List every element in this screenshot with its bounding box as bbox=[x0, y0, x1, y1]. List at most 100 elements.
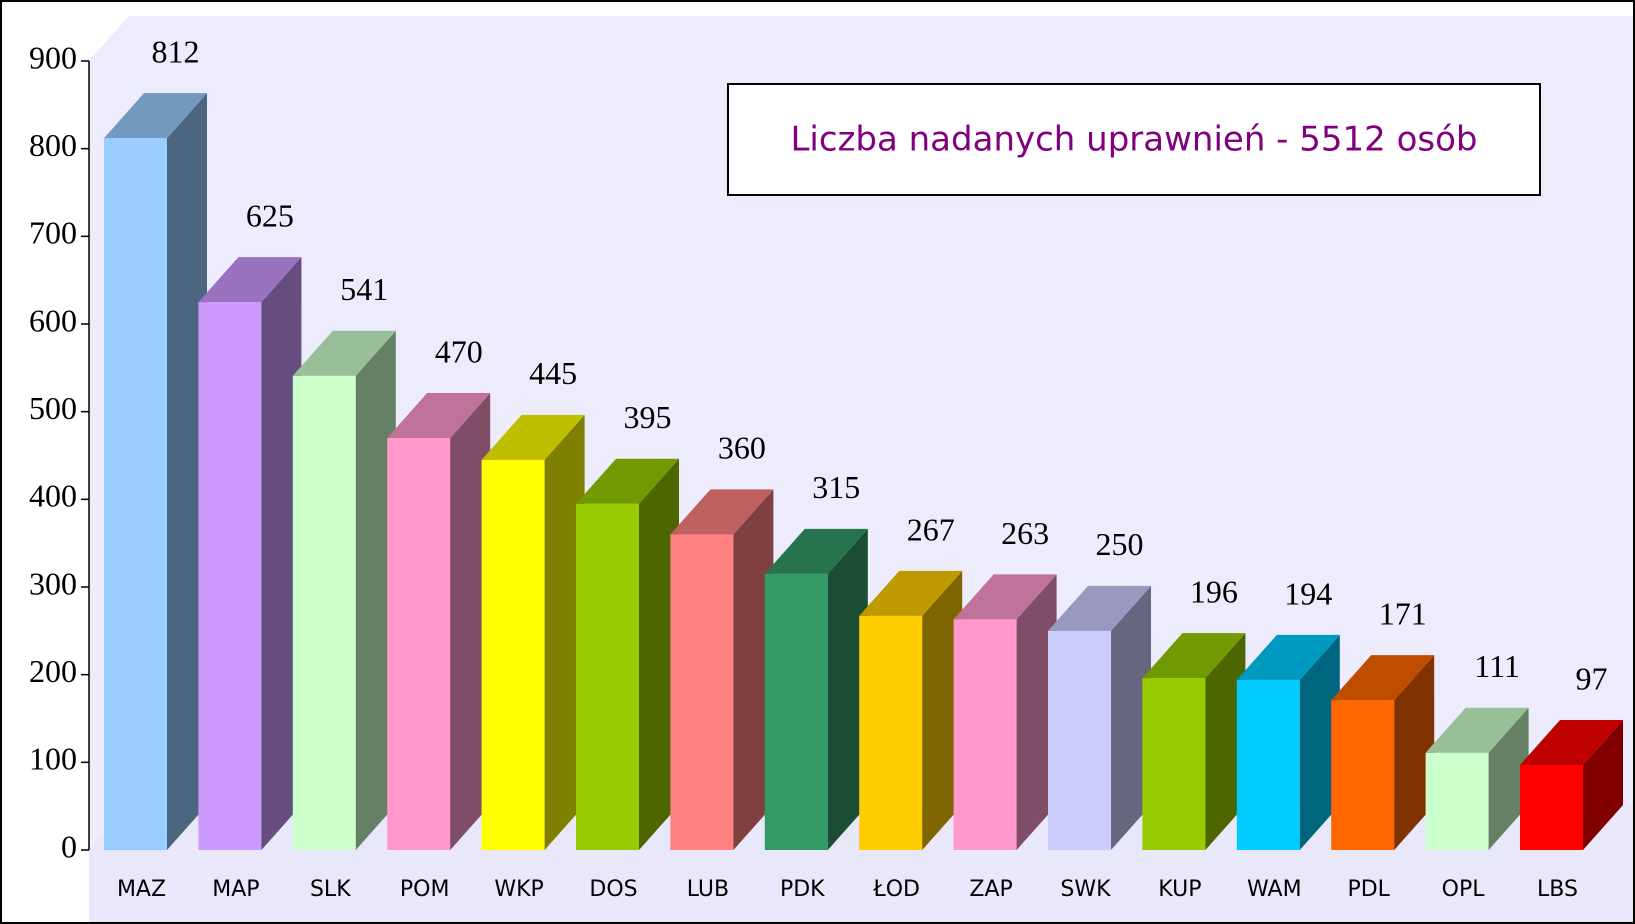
bar-front bbox=[1520, 764, 1583, 850]
annotation-box bbox=[727, 83, 1541, 196]
value-label: 250 bbox=[1096, 526, 1144, 562]
x-tick-label: PDK bbox=[780, 877, 825, 902]
bar-top bbox=[1142, 633, 1246, 679]
bar-side bbox=[1394, 655, 1435, 850]
value-label: 395 bbox=[624, 399, 672, 435]
y-tick-label: 900 bbox=[29, 39, 77, 75]
y-tick-label: 0 bbox=[61, 828, 77, 864]
bar-front bbox=[764, 573, 828, 850]
bar-top bbox=[198, 257, 302, 303]
bar bbox=[292, 330, 396, 850]
value-label: 267 bbox=[907, 511, 955, 547]
bar-side bbox=[544, 414, 585, 850]
bar bbox=[1520, 719, 1623, 850]
bar-side bbox=[922, 570, 963, 850]
bar-side bbox=[1205, 633, 1246, 850]
bar-side bbox=[167, 93, 207, 850]
bar bbox=[1236, 634, 1340, 850]
x-tick-label: MAZ bbox=[117, 877, 166, 902]
bar-side bbox=[733, 489, 774, 850]
value-label: 360 bbox=[718, 430, 766, 466]
bar-side bbox=[1488, 707, 1529, 850]
value-label: 263 bbox=[1001, 515, 1049, 551]
bar bbox=[1425, 707, 1529, 850]
bar-front bbox=[859, 615, 923, 850]
annotation: Liczba nadanych uprawnień - 5512 osób bbox=[790, 120, 1477, 160]
bar-front bbox=[481, 459, 545, 850]
bar bbox=[764, 528, 868, 850]
bar bbox=[481, 414, 585, 850]
bar-top bbox=[1425, 707, 1529, 753]
bar-side bbox=[261, 257, 302, 850]
bar bbox=[576, 458, 679, 850]
bar-top bbox=[1520, 719, 1623, 765]
bar-top bbox=[292, 330, 396, 376]
value-label: 171 bbox=[1379, 595, 1427, 631]
y-tick-label: 100 bbox=[29, 741, 77, 777]
bar bbox=[1331, 655, 1435, 850]
value-label: 470 bbox=[435, 333, 483, 369]
bar-top bbox=[481, 414, 585, 460]
value-label: 194 bbox=[1284, 575, 1332, 611]
value-label: 196 bbox=[1190, 574, 1238, 610]
x-tick-label: WAM bbox=[1247, 877, 1302, 902]
x-tick-label: SLK bbox=[310, 877, 351, 902]
bar-side bbox=[355, 330, 396, 850]
y-tick-label: 200 bbox=[29, 653, 77, 689]
bar-top bbox=[104, 93, 207, 139]
y-tick-label: 500 bbox=[29, 390, 77, 426]
x-tick-label: OPL bbox=[1442, 877, 1486, 902]
bar-top bbox=[859, 570, 963, 616]
x-tick-label: PDL bbox=[1347, 877, 1390, 902]
bar-front bbox=[104, 138, 167, 850]
x-tick-label: ŁOD bbox=[872, 877, 920, 902]
bar bbox=[953, 574, 1057, 850]
y-tick-label: 700 bbox=[29, 215, 77, 251]
bar-side bbox=[1583, 719, 1623, 850]
y-tick-label: 300 bbox=[29, 565, 77, 601]
bar-top bbox=[576, 458, 679, 504]
value-label: 812 bbox=[152, 33, 200, 69]
bar-top bbox=[387, 392, 491, 438]
bar bbox=[1048, 585, 1151, 850]
bar bbox=[104, 93, 207, 850]
bar-side bbox=[639, 458, 679, 850]
bar-top bbox=[1331, 655, 1435, 701]
bar-side bbox=[1016, 574, 1057, 850]
x-tick-label: DOS bbox=[589, 877, 637, 902]
y-tick-label: 400 bbox=[29, 478, 77, 514]
value-label: 445 bbox=[529, 355, 577, 391]
bar-top bbox=[670, 489, 774, 535]
bar-front bbox=[1331, 700, 1395, 850]
bar-side bbox=[827, 528, 868, 850]
value-label: 625 bbox=[246, 197, 294, 233]
bar-front bbox=[387, 437, 451, 850]
value-label: 541 bbox=[340, 271, 388, 307]
x-tick-label: LBS bbox=[1537, 877, 1578, 902]
bar-front bbox=[292, 375, 356, 850]
x-tick-label: POM bbox=[400, 877, 450, 902]
bar-front bbox=[198, 302, 262, 850]
x-tick-label: SWK bbox=[1060, 877, 1111, 902]
bar bbox=[198, 257, 302, 850]
bar-top bbox=[1048, 585, 1151, 631]
bar-top bbox=[764, 528, 868, 574]
bar bbox=[387, 392, 491, 850]
x-tick-label: MAP bbox=[212, 877, 259, 902]
x-tick-label: WKP bbox=[494, 877, 543, 902]
x-tick-label: LUB bbox=[687, 877, 729, 902]
bar bbox=[1142, 633, 1246, 850]
bar-front bbox=[1142, 678, 1206, 850]
y-tick-label: 800 bbox=[29, 127, 77, 163]
bar-front bbox=[1236, 679, 1300, 850]
bar-front bbox=[576, 503, 639, 850]
y-tick-label: 600 bbox=[29, 302, 77, 338]
value-label: 97 bbox=[1576, 660, 1608, 696]
bar-front bbox=[670, 534, 734, 850]
x-tick-label: KUP bbox=[1158, 877, 1201, 902]
value-label: 315 bbox=[812, 469, 860, 505]
bar-front bbox=[953, 619, 1017, 850]
x-tick-label: ZAP bbox=[969, 877, 1012, 902]
bar-top bbox=[1236, 634, 1340, 680]
